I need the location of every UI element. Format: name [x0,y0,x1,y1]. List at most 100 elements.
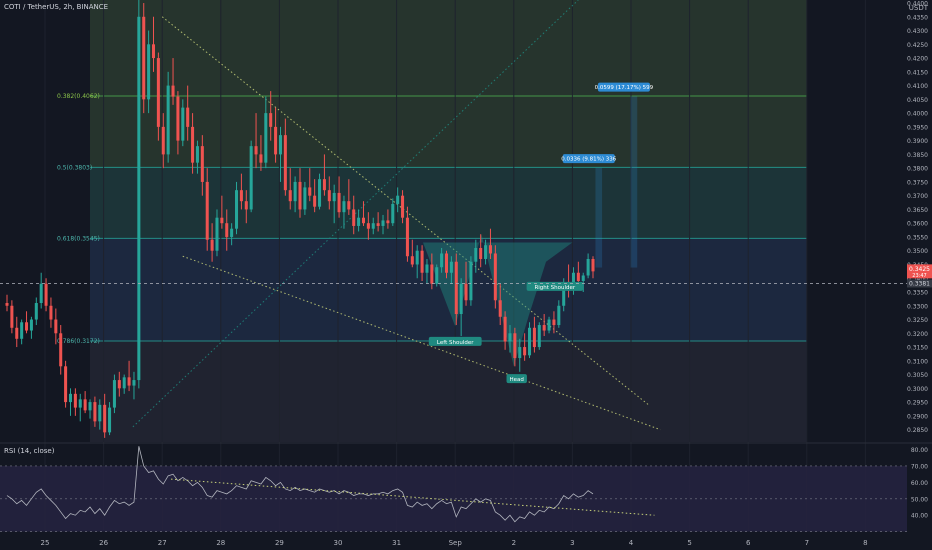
candle-body [230,228,234,237]
rsi-tick-label: 50.00 [911,496,928,503]
y-tick-label: 0.3800 [907,166,928,173]
x-tick-label: 25 [41,539,50,547]
fib-zone-0618 [90,238,807,341]
candle-body [132,380,136,386]
candle-body [518,347,522,359]
x-tick-label: 26 [99,539,108,547]
candle-body [479,247,483,259]
candle-body [151,44,156,59]
reference-price-label: 0.3381 [909,280,930,287]
candle-body [503,316,507,342]
y-tick-label: 0.3050 [907,372,928,379]
candle-body [435,267,439,284]
candle-body [20,322,24,339]
candle-body [401,195,405,218]
candle-body [474,247,478,262]
candle-body [166,85,170,155]
y-tick-label: 0.4300 [907,28,928,35]
candle-body [488,245,492,254]
y-tick-label: 0.3000 [907,386,928,393]
pattern-badge [428,336,482,346]
candle-body [34,303,38,320]
y-tick-label: 0.3250 [907,317,928,324]
candle-body [547,319,551,331]
trendline [182,255,661,431]
candle-body [142,16,146,100]
candle-body [444,253,449,273]
candle-body [318,179,322,207]
candle-body [88,402,92,411]
x-tick-label: Sep [449,539,463,547]
candle-body [93,402,97,422]
fib-zone-0382 [90,96,807,168]
candle-body [586,258,590,276]
y-tick-label: 0.3550 [907,234,928,241]
candle-body [381,220,385,226]
candle-body [171,85,175,97]
candle-body [288,190,292,202]
candle-body [464,283,468,301]
y-tick-label: 0.3750 [907,179,928,186]
pattern-label: Left Shoulder [437,340,474,346]
fib-zone-0786 [90,340,807,442]
candle-body [161,126,165,155]
x-tick-label: 8 [863,539,867,547]
candle-body [557,305,561,326]
candle-body [493,253,497,301]
y-tick-label: 0.3650 [907,207,928,214]
pair-title: COTI / TetherUS, 2h, BINANCE [4,3,109,11]
candle-body [78,399,82,408]
candle-body [420,250,424,273]
current-price-sublabel: 23:47 [912,273,926,279]
candle-body [117,380,121,389]
candle-body [303,187,307,210]
candle-body [244,201,248,210]
fib-zone-05 [90,167,807,239]
candle-body [581,275,585,281]
candle-body [191,126,195,163]
candle-body [10,305,14,328]
candle-body [68,393,72,403]
candle-body [5,303,9,306]
candle-body [269,113,273,127]
candle-body [449,261,453,273]
fib-label: 0.618(0.3545) [57,235,100,242]
candle-body [308,187,312,196]
candle-body [498,300,502,317]
candle-body [200,146,204,182]
candle-body [59,333,63,367]
y-tick-label: 0.4400 [907,1,928,8]
candle-body [293,181,297,202]
target-label: 0.0599 (17.17%) 599 [595,85,654,91]
x-tick-label: 6 [746,539,751,547]
pattern-label: Right Shoulder [534,285,575,291]
candle-body [322,179,326,191]
candle-body [357,217,361,226]
candle-body [215,217,219,251]
candle-body [327,190,331,202]
pattern-badge [506,374,527,384]
y-tick-label: 0.3900 [907,138,928,145]
candle-body [410,256,414,265]
target-range [595,167,603,268]
candle-body [195,146,199,163]
candle-body [259,154,263,163]
candle-body [181,107,185,141]
candle-body [73,393,77,408]
y-tick-label: 0.3600 [907,221,928,228]
candle-body [25,322,29,331]
current-price-label: 0.3425 [909,266,930,273]
candle-body [454,261,458,315]
candle-body [137,16,141,381]
candle-body [405,217,409,257]
candle-body [29,319,33,331]
x-tick-label: 2 [512,539,516,547]
y-tick-label: 0.4150 [907,69,928,76]
candle-body [376,223,380,226]
rsi-trendline [170,478,655,516]
candle-body [220,217,224,224]
candle-body [337,192,341,213]
candle-body [108,407,112,433]
